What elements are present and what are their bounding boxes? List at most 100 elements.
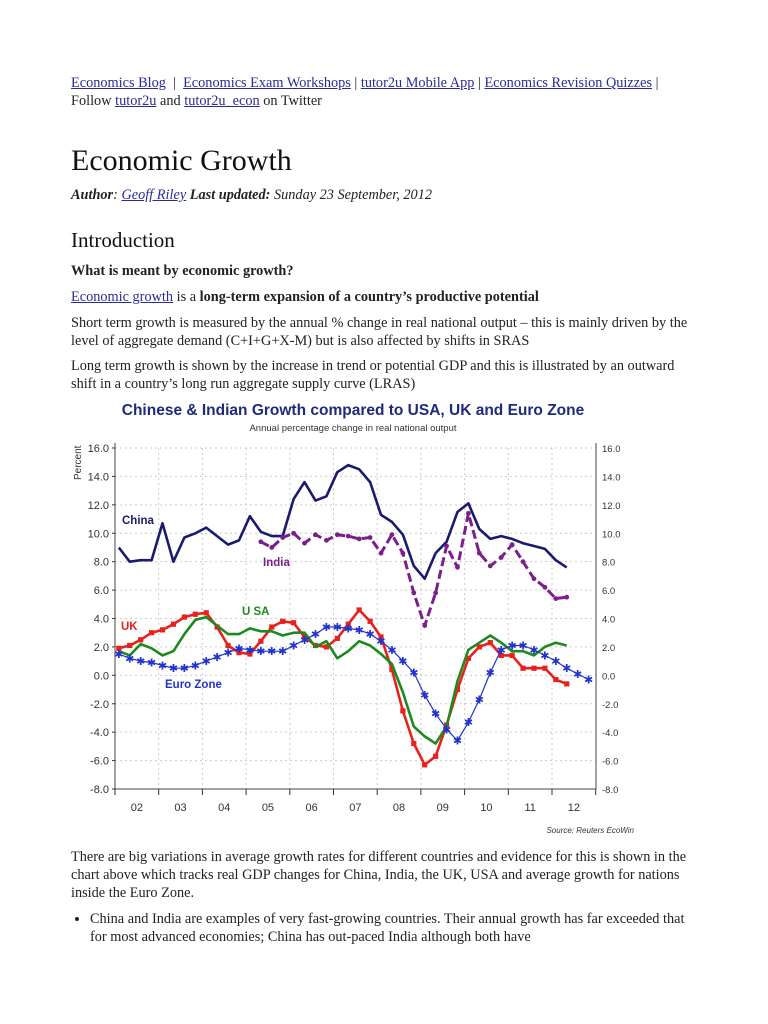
data-point-euro-zone: ✱ (278, 646, 287, 658)
data-point-india (531, 576, 537, 582)
data-point-uk (181, 614, 187, 620)
x-tick-label: 07 (349, 802, 361, 814)
data-point-euro-zone: ✱ (158, 660, 167, 672)
data-point-uk (520, 665, 526, 671)
nav-link-economics-blog[interactable]: Economics Blog (71, 75, 166, 91)
series-line-u-sa (118, 615, 568, 745)
data-point-uk (127, 642, 133, 649)
nav-link-revision-quizzes[interactable]: Economics Revision Quizzes (484, 75, 653, 91)
data-point-india (291, 530, 297, 536)
data-point-euro-zone: ✱ (234, 643, 243, 655)
page-title: Economic Growth (71, 144, 292, 177)
x-tick-label: 10 (480, 802, 492, 814)
data-point-euro-zone: ✱ (453, 736, 462, 748)
y-tick-label-right: 12.0 (602, 501, 621, 512)
data-point-uk (509, 652, 515, 659)
data-point-uk (148, 630, 155, 636)
data-point-euro-zone: ✱ (464, 717, 473, 729)
y-tick-label-left: 8.0 (94, 557, 109, 569)
data-point-euro-zone: ✱ (344, 623, 353, 635)
twitter-link-tutor2u-econ[interactable]: tutor2u_econ (184, 93, 260, 109)
data-point-uk (269, 624, 275, 630)
top-nav: Economics Blog | Economics Exam Workshop… (71, 75, 659, 109)
data-point-uk (531, 665, 537, 671)
data-point-euro-zone: ✱ (169, 663, 178, 675)
data-point-india (323, 537, 329, 543)
data-point-uk (138, 637, 144, 643)
bullet-item: China and India are examples of very fas… (90, 910, 698, 946)
data-point-euro-zone: ✱ (147, 658, 156, 670)
x-tick-label: 03 (174, 802, 186, 814)
data-point-uk (454, 686, 461, 693)
data-point-euro-zone: ✱ (300, 635, 309, 647)
twitter-link-tutor2u[interactable]: tutor2u (115, 93, 157, 109)
data-point-uk (203, 610, 209, 616)
data-point-euro-zone: ✱ (529, 645, 538, 657)
data-point-euro-zone: ✱ (420, 690, 429, 702)
data-point-euro-zone: ✱ (540, 650, 549, 662)
data-point-india (400, 550, 406, 556)
data-point-uk (498, 652, 504, 659)
data-point-india (466, 510, 471, 516)
data-point-uk (192, 611, 198, 617)
data-point-euro-zone: ✱ (376, 636, 385, 648)
long-term-paragraph: Long term growth is shown by the increas… (71, 358, 675, 392)
data-point-euro-zone: ✱ (584, 675, 593, 687)
y-tick-label-left: -4.0 (90, 727, 109, 739)
x-tick-label: 11 (524, 802, 535, 814)
y-tick-label-right: -4.0 (602, 728, 618, 739)
data-point-india (378, 550, 384, 556)
series-label-china: China (122, 515, 155, 527)
data-point-euro-zone: ✱ (518, 640, 527, 652)
chart-subtitle: Annual percentage change in real nationa… (249, 423, 456, 434)
data-point-india (444, 543, 449, 549)
y-tick-label-right: -8.0 (602, 785, 618, 796)
data-point-euro-zone: ✱ (267, 646, 276, 658)
data-point-euro-zone: ✱ (333, 622, 342, 634)
data-point-euro-zone: ✱ (191, 660, 200, 672)
data-point-euro-zone: ✱ (311, 629, 320, 641)
data-point-euro-zone: ✱ (573, 669, 582, 681)
data-point-uk (170, 621, 177, 627)
data-point-euro-zone: ✱ (202, 656, 211, 668)
definition-paragraph: Economic growth is a long-term expansion… (71, 289, 698, 306)
bullet-list: China and India are examples of very fas… (71, 910, 698, 946)
data-point-india (553, 596, 559, 602)
y-tick-label-left: 4.0 (94, 614, 109, 626)
x-tick-label: 02 (131, 802, 143, 814)
nav-link-exam-workshops[interactable]: Economics Exam Workshops (183, 75, 351, 91)
data-point-uk (389, 667, 395, 673)
data-point-uk (378, 634, 384, 640)
chart-source: Source: Reuters EcoWin (546, 826, 634, 835)
section-heading: Introduction (71, 228, 175, 252)
data-point-uk (542, 665, 548, 671)
definition-text: is a (176, 289, 197, 305)
data-point-india (542, 584, 548, 590)
data-point-euro-zone: ✱ (431, 709, 440, 721)
data-point-uk (356, 607, 362, 613)
data-point-india (334, 532, 340, 538)
author-link[interactable]: Geoff Riley (121, 187, 187, 203)
data-point-uk (258, 638, 264, 644)
data-point-uk (225, 642, 231, 649)
series-label-uk: UK (121, 621, 138, 633)
data-point-uk (564, 681, 570, 687)
updated-label: Last updated: (189, 187, 271, 203)
y-tick-label-right: -2.0 (602, 700, 618, 711)
data-point-uk (476, 644, 482, 650)
data-point-euro-zone: ✱ (387, 645, 396, 657)
growth-chart: Chinese & Indian Growth compared to USA,… (73, 402, 635, 835)
chart-title: Chinese & Indian Growth compared to USA,… (122, 402, 585, 419)
data-point-euro-zone: ✱ (409, 667, 418, 679)
x-tick-label: 05 (262, 802, 274, 814)
data-point-uk (367, 618, 373, 624)
data-point-uk (433, 753, 439, 759)
data-point-uk (465, 655, 472, 661)
updated-date: Sunday 23 September, 2012 (273, 187, 433, 203)
data-point-euro-zone: ✱ (562, 663, 571, 675)
data-point-india (455, 564, 460, 570)
nav-link-mobile-app[interactable]: tutor2u Mobile App (360, 75, 475, 91)
data-point-euro-zone: ✱ (508, 640, 517, 652)
data-point-uk (422, 762, 428, 768)
economic-growth-link[interactable]: Economic growth (71, 289, 174, 305)
